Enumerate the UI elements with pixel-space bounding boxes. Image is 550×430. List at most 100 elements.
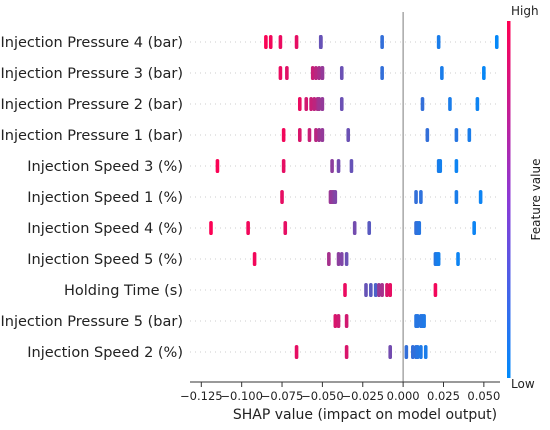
shap-point xyxy=(297,128,302,142)
x-axis: −0.125−0.100−0.075−0.050−0.025 0.000 0.025… xyxy=(180,381,500,403)
feature-label: Injection Speed 5 (%) xyxy=(27,252,183,268)
x-tick-label: −0.100 xyxy=(220,389,263,403)
shap-point xyxy=(388,283,393,297)
shap-point xyxy=(369,283,373,297)
shap-point xyxy=(420,97,425,111)
shap-point xyxy=(320,97,325,111)
shap-point xyxy=(478,190,483,204)
shap-point xyxy=(380,35,384,49)
shap-point xyxy=(327,252,331,266)
shap-point xyxy=(436,252,441,266)
shap-point xyxy=(317,128,321,142)
shap-point xyxy=(278,66,283,80)
colorbar-gradient xyxy=(507,21,511,378)
shap-point xyxy=(344,252,349,266)
shap-point xyxy=(333,314,338,328)
shap-point xyxy=(336,252,341,266)
shap-point xyxy=(448,97,452,111)
shap-point xyxy=(294,35,299,49)
shap-point xyxy=(320,66,325,80)
shap-point xyxy=(472,221,476,235)
shap-point xyxy=(454,159,459,173)
feature-label: Injection Pressure 1 (bar) xyxy=(1,128,184,144)
shap-point xyxy=(252,252,257,266)
shap-point xyxy=(344,345,349,359)
shap-point xyxy=(317,97,321,111)
shap-point xyxy=(312,97,317,111)
shap-point xyxy=(422,314,426,328)
shap-point xyxy=(209,221,213,235)
shap-point xyxy=(417,221,422,235)
x-axis-title: SHAP value (impact on model output) xyxy=(233,407,497,423)
row-guides xyxy=(190,41,500,353)
shap-point xyxy=(373,283,378,297)
shap-point xyxy=(318,35,323,49)
shap-point xyxy=(415,314,420,328)
x-tick-label: 0.025 xyxy=(427,389,460,403)
shap-point xyxy=(339,97,344,111)
shap-point xyxy=(283,221,288,235)
colorbar-title: Feature value xyxy=(529,159,543,241)
x-tick-label: 0.050 xyxy=(467,389,500,403)
x-tick-label: 0.000 xyxy=(387,389,420,403)
shap-point xyxy=(264,35,268,49)
feature-label: Injection Speed 3 (%) xyxy=(27,159,183,175)
shap-point xyxy=(425,128,430,142)
shap-point xyxy=(343,283,347,297)
shap-point xyxy=(367,221,372,235)
shap-point xyxy=(344,314,349,328)
x-tick-label: −0.075 xyxy=(261,389,304,403)
feature-label: Injection Speed 1 (%) xyxy=(27,190,183,206)
shap-point xyxy=(352,221,357,235)
shap-point xyxy=(454,128,459,142)
shap-point xyxy=(415,345,420,359)
shap-point xyxy=(440,66,444,80)
shap-point xyxy=(456,252,460,266)
colorbar-high-label: High xyxy=(511,4,539,18)
shap-point xyxy=(388,345,393,359)
shap-point xyxy=(330,159,334,173)
feature-label: Injection Speed 4 (%) xyxy=(27,221,183,237)
colorbar-low-label: Low xyxy=(511,377,535,391)
shap-point xyxy=(281,159,286,173)
feature-labels: Injection Pressure 4 (bar) Injection Pres… xyxy=(1,35,184,361)
shap-point xyxy=(309,97,313,111)
shap-point xyxy=(215,159,220,173)
shap-point xyxy=(438,159,443,173)
shap-point xyxy=(482,66,486,80)
feature-label: Injection Pressure 4 (bar) xyxy=(1,35,184,51)
feature-label: Injection Pressure 2 (bar) xyxy=(1,97,184,113)
shap-point xyxy=(411,345,415,359)
feature-label: Injection Speed 2 (%) xyxy=(27,345,183,361)
shap-point xyxy=(285,66,289,80)
feature-label: Injection Pressure 3 (bar) xyxy=(1,66,184,82)
shap-point xyxy=(419,190,423,204)
shap-point xyxy=(314,128,318,142)
shap-point xyxy=(380,66,384,80)
shap-point xyxy=(268,35,273,49)
shap-point xyxy=(436,35,441,49)
x-tick-label: −0.025 xyxy=(341,389,384,403)
shap-point xyxy=(304,97,309,111)
shap-point xyxy=(419,345,423,359)
shap-point xyxy=(336,159,341,173)
shap-point xyxy=(297,97,302,111)
shap-point xyxy=(346,128,351,142)
shap-point xyxy=(423,345,428,359)
shap-point xyxy=(339,252,344,266)
shap-point xyxy=(494,35,499,49)
shap-point xyxy=(433,283,438,297)
shap-points xyxy=(209,35,499,359)
shap-point xyxy=(377,283,381,297)
shap-point xyxy=(404,345,409,359)
x-tick-label: −0.125 xyxy=(180,389,223,403)
shap-point xyxy=(307,128,312,142)
shap-point xyxy=(380,283,384,297)
shap-point xyxy=(414,190,418,204)
shap-point xyxy=(385,283,389,297)
shap-point xyxy=(314,66,318,80)
feature-label: Holding Time (s) xyxy=(64,283,183,299)
shap-point xyxy=(349,159,354,173)
shap-point xyxy=(320,128,325,142)
